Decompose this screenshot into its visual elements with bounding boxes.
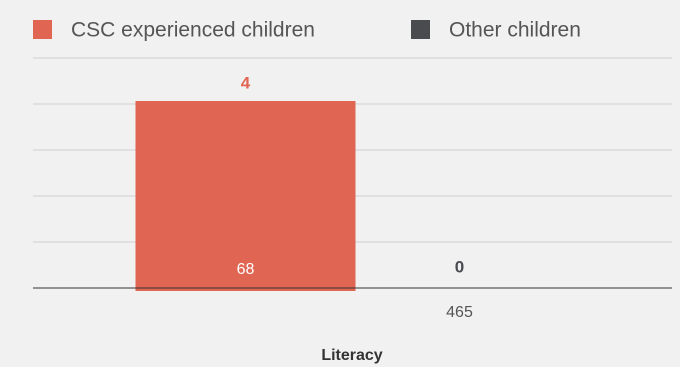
value-label: 0 bbox=[455, 257, 464, 276]
sample-size: 465 bbox=[446, 304, 473, 321]
legend-swatch bbox=[411, 20, 430, 39]
sample-size: 68 bbox=[237, 261, 255, 278]
legend-swatch bbox=[33, 20, 52, 39]
legend-label: Other children bbox=[449, 19, 581, 42]
legend-label: CSC experienced children bbox=[71, 19, 315, 42]
value-label: 4 bbox=[241, 73, 251, 92]
x-axis-label: Literacy bbox=[321, 347, 382, 364]
